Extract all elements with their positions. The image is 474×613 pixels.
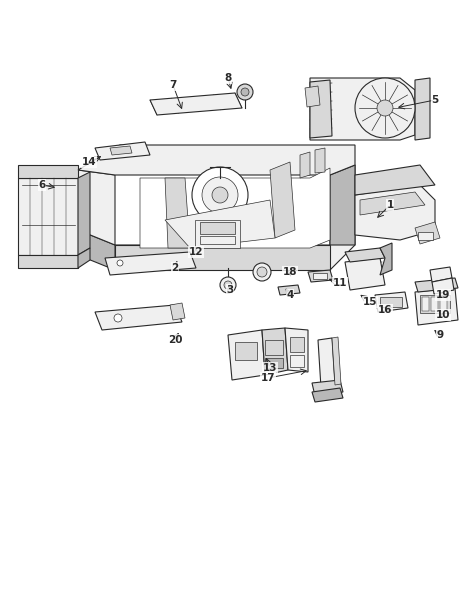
Text: 19: 19 xyxy=(436,290,450,300)
Circle shape xyxy=(253,263,271,281)
Circle shape xyxy=(377,100,393,116)
Polygon shape xyxy=(355,185,435,240)
Polygon shape xyxy=(78,248,90,268)
Circle shape xyxy=(220,277,236,293)
Polygon shape xyxy=(140,168,330,248)
Text: 10: 10 xyxy=(436,310,450,320)
Text: 14: 14 xyxy=(82,157,96,167)
Polygon shape xyxy=(345,258,385,290)
Text: 13: 13 xyxy=(263,363,277,373)
Polygon shape xyxy=(18,178,78,255)
Bar xyxy=(200,222,235,234)
Circle shape xyxy=(192,167,248,223)
Circle shape xyxy=(224,281,232,289)
Polygon shape xyxy=(310,80,332,138)
Bar xyxy=(422,297,429,311)
Bar xyxy=(290,355,304,367)
Polygon shape xyxy=(330,165,355,245)
Polygon shape xyxy=(345,248,385,262)
Polygon shape xyxy=(78,172,90,255)
Text: 5: 5 xyxy=(431,95,438,105)
Circle shape xyxy=(257,267,267,277)
Bar xyxy=(431,297,438,311)
Polygon shape xyxy=(170,303,185,320)
Polygon shape xyxy=(415,78,430,140)
Text: 2: 2 xyxy=(172,263,179,273)
Text: 3: 3 xyxy=(227,285,234,295)
Polygon shape xyxy=(115,165,355,270)
Text: 11: 11 xyxy=(333,278,347,288)
Bar xyxy=(265,358,283,368)
Polygon shape xyxy=(95,305,182,330)
Circle shape xyxy=(114,314,122,322)
Text: 15: 15 xyxy=(363,297,377,307)
Bar xyxy=(290,337,304,352)
Circle shape xyxy=(241,88,249,96)
Polygon shape xyxy=(165,178,190,248)
Polygon shape xyxy=(318,338,335,388)
Polygon shape xyxy=(415,288,458,325)
Text: 8: 8 xyxy=(224,73,232,83)
Polygon shape xyxy=(278,285,300,295)
Polygon shape xyxy=(270,162,295,238)
Polygon shape xyxy=(360,192,425,215)
Bar xyxy=(418,232,433,240)
Circle shape xyxy=(212,187,228,203)
Polygon shape xyxy=(315,148,325,173)
Polygon shape xyxy=(300,152,310,178)
Polygon shape xyxy=(195,220,240,248)
Bar xyxy=(313,273,327,279)
Bar xyxy=(440,297,447,311)
Polygon shape xyxy=(312,380,343,396)
Bar xyxy=(265,340,283,355)
Polygon shape xyxy=(228,330,265,380)
Polygon shape xyxy=(285,328,308,372)
Text: 6: 6 xyxy=(38,180,46,190)
Bar xyxy=(420,295,450,313)
Circle shape xyxy=(355,78,415,138)
Text: 12: 12 xyxy=(189,247,203,257)
Polygon shape xyxy=(165,200,275,248)
Polygon shape xyxy=(430,267,452,282)
Polygon shape xyxy=(332,337,341,385)
Bar xyxy=(200,236,235,244)
Bar xyxy=(380,297,402,307)
Text: 16: 16 xyxy=(378,305,392,315)
Polygon shape xyxy=(308,270,333,282)
Polygon shape xyxy=(95,142,150,160)
Bar xyxy=(235,342,257,360)
Text: 9: 9 xyxy=(437,330,444,340)
Text: 1: 1 xyxy=(386,200,393,210)
Circle shape xyxy=(117,260,123,266)
Polygon shape xyxy=(110,146,132,155)
Polygon shape xyxy=(18,255,78,268)
Circle shape xyxy=(237,84,253,100)
Polygon shape xyxy=(312,388,343,402)
Polygon shape xyxy=(432,278,454,294)
Polygon shape xyxy=(375,292,408,312)
Polygon shape xyxy=(78,230,115,270)
Text: 18: 18 xyxy=(283,267,297,277)
Polygon shape xyxy=(115,245,330,270)
Polygon shape xyxy=(78,145,355,175)
Text: 4: 4 xyxy=(286,290,294,300)
Polygon shape xyxy=(78,170,115,245)
Polygon shape xyxy=(262,328,288,375)
Polygon shape xyxy=(105,252,196,275)
Polygon shape xyxy=(305,86,320,107)
Polygon shape xyxy=(415,278,458,292)
Polygon shape xyxy=(18,165,78,178)
Polygon shape xyxy=(415,222,440,244)
Text: 17: 17 xyxy=(261,373,275,383)
Polygon shape xyxy=(355,165,435,195)
Circle shape xyxy=(202,177,238,213)
Polygon shape xyxy=(310,78,415,140)
Polygon shape xyxy=(150,93,242,115)
Text: 7: 7 xyxy=(169,80,177,90)
Text: 20: 20 xyxy=(168,335,182,345)
Circle shape xyxy=(437,271,443,277)
Polygon shape xyxy=(380,243,392,275)
